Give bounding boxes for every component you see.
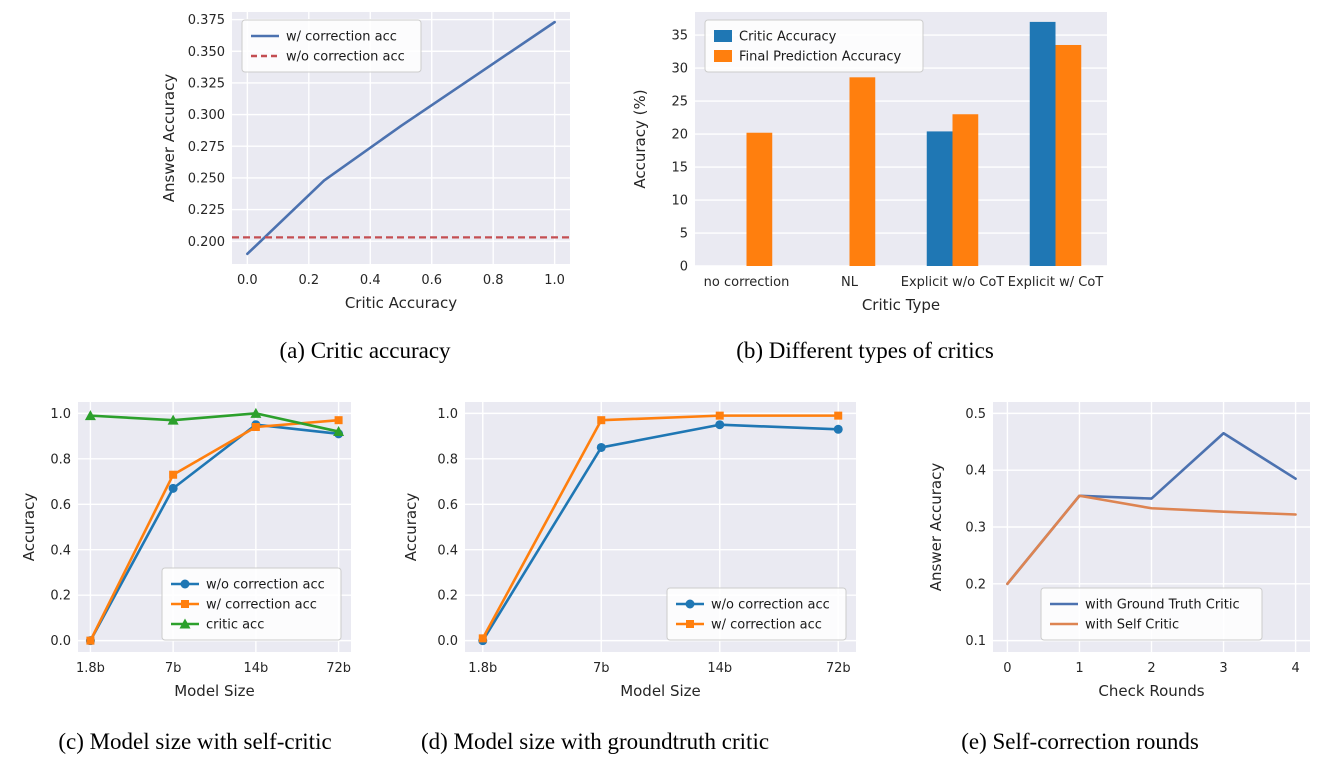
chart-c-svg: 0.0 0.2 0.4 0.6 0.8 1.0 1.8b 7b 14b 72b Model Size… bbox=[20, 402, 351, 700]
svg-text:7b: 7b bbox=[593, 661, 610, 676]
svg-text:15: 15 bbox=[671, 161, 688, 176]
svg-text:4: 4 bbox=[1291, 661, 1299, 676]
svg-text:Critic Accuracy: Critic Accuracy bbox=[739, 30, 837, 45]
svg-text:0.275: 0.275 bbox=[188, 140, 225, 155]
svg-text:Final Prediction Accuracy: Final Prediction Accuracy bbox=[739, 50, 901, 65]
svg-text:0.8: 0.8 bbox=[437, 452, 458, 467]
caption-a: (a) Critic accuracy bbox=[279, 338, 451, 363]
svg-text:0.2: 0.2 bbox=[965, 577, 986, 592]
svg-text:Model Size: Model Size bbox=[174, 682, 255, 700]
svg-text:1.8b: 1.8b bbox=[468, 661, 497, 676]
svg-text:5: 5 bbox=[680, 227, 688, 242]
svg-text:no correction: no correction bbox=[704, 275, 790, 290]
svg-text:w/o correction acc: w/o correction acc bbox=[286, 50, 405, 65]
svg-text:0.2: 0.2 bbox=[50, 589, 71, 604]
svg-text:0.8: 0.8 bbox=[50, 452, 71, 467]
chart-b-svg: 0 5 10 15 20 25 30 35 no correction NL Explicit w/… bbox=[631, 12, 1107, 314]
svg-text:with Ground Truth Critic: with Ground Truth Critic bbox=[1085, 598, 1240, 613]
caption-e: (e) Self-correction rounds bbox=[961, 729, 1199, 754]
svg-text:0.6: 0.6 bbox=[421, 273, 442, 288]
svg-text:NL: NL bbox=[841, 275, 859, 290]
svg-text:0.1: 0.1 bbox=[965, 634, 986, 649]
svg-text:0.6: 0.6 bbox=[50, 498, 71, 513]
svg-text:0.4: 0.4 bbox=[50, 543, 71, 558]
svg-text:0.225: 0.225 bbox=[188, 203, 225, 218]
svg-text:1.0: 1.0 bbox=[437, 407, 458, 422]
caption-d: (d) Model size with groundtruth critic bbox=[420, 729, 770, 754]
svg-text:Model Size: Model Size bbox=[620, 682, 701, 700]
svg-text:w/ correction acc: w/ correction acc bbox=[286, 30, 397, 45]
svg-text:Critic Accuracy: Critic Accuracy bbox=[345, 294, 457, 312]
svg-text:1.0: 1.0 bbox=[50, 407, 71, 422]
chart-d-svg: 0.0 0.2 0.4 0.6 0.8 1.0 1.8b 7b 14b 72b Model Size… bbox=[402, 402, 856, 700]
svg-text:0.4: 0.4 bbox=[965, 464, 986, 479]
svg-text:Explicit w/o CoT: Explicit w/o CoT bbox=[901, 275, 1005, 290]
svg-text:Accuracy: Accuracy bbox=[402, 493, 420, 562]
svg-text:Accuracy (%): Accuracy (%) bbox=[631, 89, 649, 188]
svg-text:72b: 72b bbox=[326, 661, 351, 676]
caption-b: (b) Different types of critics bbox=[736, 338, 994, 363]
svg-text:35: 35 bbox=[671, 29, 688, 44]
svg-text:0.0: 0.0 bbox=[237, 273, 258, 288]
svg-text:0.4: 0.4 bbox=[360, 273, 381, 288]
svg-text:Answer Accuracy: Answer Accuracy bbox=[160, 74, 178, 203]
svg-text:0.5: 0.5 bbox=[965, 407, 986, 422]
svg-text:Accuracy: Accuracy bbox=[20, 493, 38, 562]
svg-text:Critic Type: Critic Type bbox=[862, 296, 940, 314]
svg-text:w/ correction acc: w/ correction acc bbox=[711, 618, 822, 633]
chart-self-correction-rounds: 0.1 0.2 0.3 0.4 0.5 0 1 2 3 4 Check Rounds Answer A… bbox=[925, 390, 1320, 714]
svg-text:0.375: 0.375 bbox=[188, 13, 225, 28]
svg-text:72b: 72b bbox=[826, 661, 851, 676]
svg-text:w/o correction acc: w/o correction acc bbox=[206, 578, 325, 593]
svg-text:30: 30 bbox=[671, 62, 688, 77]
svg-text:0.250: 0.250 bbox=[188, 171, 225, 186]
svg-text:0.2: 0.2 bbox=[437, 589, 458, 604]
svg-text:0.325: 0.325 bbox=[188, 76, 225, 91]
svg-text:0.200: 0.200 bbox=[188, 235, 225, 250]
svg-text:3: 3 bbox=[1219, 661, 1227, 676]
svg-text:Explicit w/ CoT: Explicit w/ CoT bbox=[1008, 275, 1104, 290]
svg-text:0.300: 0.300 bbox=[188, 108, 225, 123]
chart-critic-accuracy: 0.200 0.225 0.250 0.275 0.300 0.325 0.350 0.375… bbox=[150, 0, 580, 322]
svg-text:1: 1 bbox=[1075, 661, 1083, 676]
svg-text:0.2: 0.2 bbox=[298, 273, 319, 288]
svg-text:0.350: 0.350 bbox=[188, 45, 225, 60]
svg-text:0.4: 0.4 bbox=[437, 543, 458, 558]
svg-text:1.0: 1.0 bbox=[544, 273, 565, 288]
svg-text:20: 20 bbox=[671, 128, 688, 143]
chart-critic-types-bars: 0 5 10 15 20 25 30 35 no correction NL Explicit w/… bbox=[615, 0, 1115, 336]
svg-text:Check Rounds: Check Rounds bbox=[1098, 682, 1204, 700]
svg-text:w/ correction acc: w/ correction acc bbox=[206, 598, 317, 613]
svg-text:Answer Accuracy: Answer Accuracy bbox=[927, 463, 945, 592]
chart-model-size-self-critic: 0.0 0.2 0.4 0.6 0.8 1.0 1.8b 7b 14b 72b Model Size… bbox=[20, 390, 365, 714]
chart-model-size-groundtruth-critic: 0.0 0.2 0.4 0.6 0.8 1.0 1.8b 7b 14b 72b Model Size… bbox=[390, 390, 870, 714]
svg-text:10: 10 bbox=[671, 194, 688, 209]
svg-text:0.0: 0.0 bbox=[437, 634, 458, 649]
svg-text:14b: 14b bbox=[707, 661, 732, 676]
svg-text:0: 0 bbox=[1003, 661, 1011, 676]
svg-text:0.3: 0.3 bbox=[965, 521, 986, 536]
svg-text:0.6: 0.6 bbox=[437, 498, 458, 513]
svg-text:14b: 14b bbox=[243, 661, 268, 676]
svg-text:critic acc: critic acc bbox=[206, 618, 264, 633]
svg-text:1.8b: 1.8b bbox=[76, 661, 105, 676]
chart-a-svg: 0.200 0.225 0.250 0.275 0.300 0.325 0.350 0.375… bbox=[160, 12, 570, 312]
svg-text:w/o correction acc: w/o correction acc bbox=[711, 598, 830, 613]
svg-text:with Self Critic: with Self Critic bbox=[1085, 618, 1179, 633]
caption-c: (c) Model size with self-critic bbox=[58, 729, 332, 754]
svg-text:0: 0 bbox=[680, 260, 688, 275]
svg-text:7b: 7b bbox=[165, 661, 182, 676]
svg-text:25: 25 bbox=[671, 95, 688, 110]
svg-text:2: 2 bbox=[1147, 661, 1155, 676]
svg-text:0.8: 0.8 bbox=[483, 273, 504, 288]
svg-text:0.0: 0.0 bbox=[50, 634, 71, 649]
chart-e-svg: 0.1 0.2 0.3 0.4 0.5 0 1 2 3 4 Check Rounds Answer A… bbox=[927, 402, 1310, 700]
